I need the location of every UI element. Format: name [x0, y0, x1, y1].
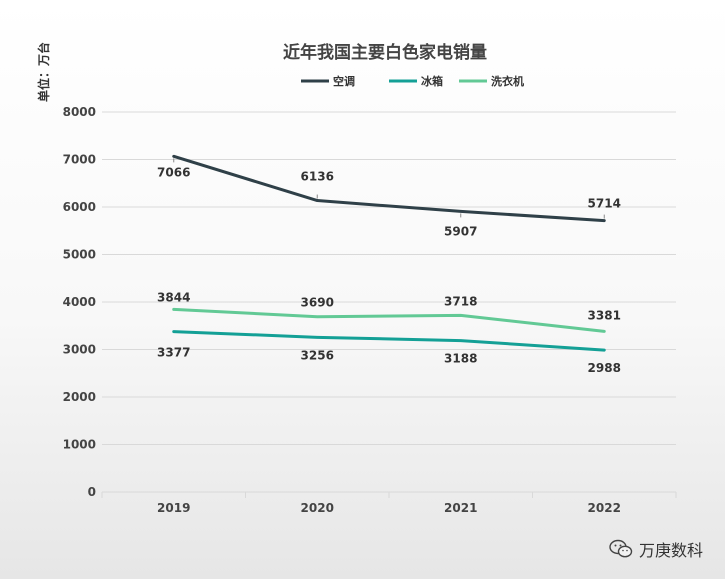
data-label: 3256: [301, 348, 334, 362]
x-tick-label: 2020: [301, 501, 334, 515]
wechat-icon: [609, 539, 633, 558]
data-label: 3377: [157, 346, 190, 360]
x-tick-label: 2021: [444, 501, 477, 515]
series-group: [172, 154, 606, 352]
legend-label: 冰箱: [421, 74, 443, 88]
data-label: 3844: [157, 290, 190, 304]
x-axis-ticks: 2019 2020 2021 2022: [157, 501, 621, 515]
data-label: 7066: [157, 165, 190, 179]
series-line: [172, 330, 606, 352]
watermark: 万庚数科: [609, 537, 703, 561]
data-label: 3381: [588, 308, 621, 322]
y-tick-label: 4000: [63, 295, 96, 309]
y-tick-label: 3000: [63, 343, 96, 357]
y-tick-label: 8000: [63, 105, 96, 119]
legend-label: 洗衣机: [491, 74, 524, 88]
data-label: 6136: [301, 170, 334, 184]
y-tick-label: 7000: [63, 153, 96, 167]
legend: 空调 冰箱 洗衣机: [301, 74, 524, 88]
y-tick-label: 1000: [63, 438, 96, 452]
data-label: 3188: [444, 352, 477, 366]
y-axis-ticks: 0 1000 2000 3000 4000 5000 6000 7000 8000: [63, 105, 96, 499]
series-line: [172, 307, 606, 333]
x-tick-label: 2022: [588, 501, 621, 515]
y-tick-label: 2000: [63, 390, 96, 404]
gridlines: [101, 111, 677, 498]
data-label: 5714: [588, 197, 621, 211]
chart-title: 近年我国主要白色家电销量: [283, 42, 487, 63]
y-tick-label: 5000: [63, 248, 96, 262]
y-tick-label: 0: [88, 485, 96, 499]
data-label: 3718: [444, 294, 477, 308]
x-tick-label: 2019: [157, 501, 190, 515]
data-label: 5907: [444, 224, 477, 238]
watermark-text: 万庚数科: [638, 541, 703, 560]
data-label: 2988: [588, 361, 621, 375]
legend-label: 空调: [333, 74, 355, 88]
data-labels: 7066 6136 5907 5714 3377 3256 3188 2988 3844 3690…: [157, 158, 621, 375]
series-line: [172, 154, 606, 223]
y-tick-label: 6000: [63, 200, 96, 214]
data-label: 3690: [301, 296, 334, 310]
y-axis-label: 单位：万台: [36, 42, 51, 102]
